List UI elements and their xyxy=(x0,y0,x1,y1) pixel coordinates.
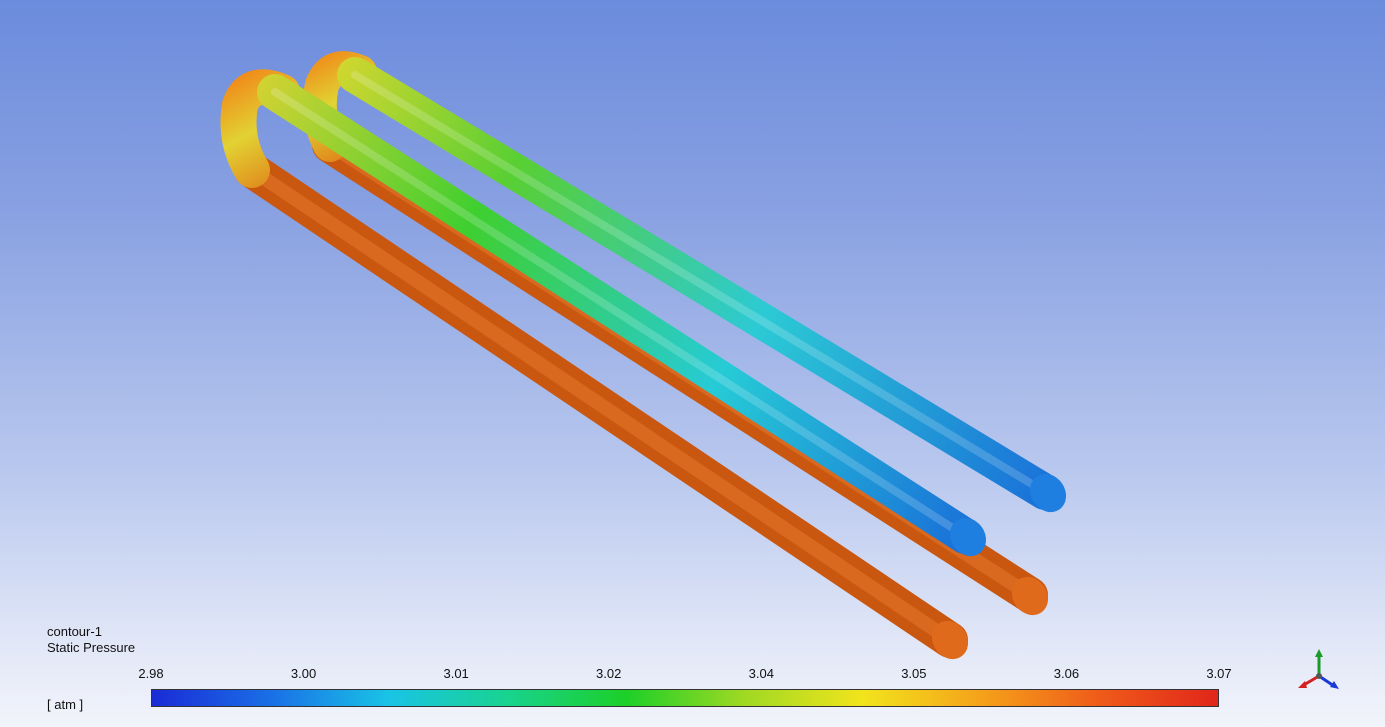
colorbar-tick-label: 3.01 xyxy=(443,666,469,681)
colorbar-tick-label: 3.06 xyxy=(1053,666,1080,681)
front-lower-pipe-end xyxy=(931,620,969,660)
colorbar-tick-label: 2.98 xyxy=(138,666,164,681)
legend-variable: Static Pressure xyxy=(47,640,136,655)
legend-units: [ atm ] xyxy=(47,697,84,712)
back-lower-pipe-end xyxy=(1011,576,1049,616)
colorbar-tick-label: 3.02 xyxy=(596,666,622,681)
colorbar-tick-label: 3.05 xyxy=(901,666,927,681)
front-upper-pipe-end xyxy=(949,517,987,557)
colorbar-tick-label: 3.04 xyxy=(748,666,774,681)
colorbar-tick-label: 3.00 xyxy=(290,666,317,681)
front-upper-pipe xyxy=(257,74,983,554)
axis-triad-icon[interactable] xyxy=(1292,648,1344,696)
back-upper-pipe xyxy=(337,57,1063,510)
legend-title: contour-1 xyxy=(47,624,102,639)
back-upper-pipe-end xyxy=(1029,473,1067,513)
colorbar-tick-label: 3.07 xyxy=(1206,666,1232,681)
colorbar xyxy=(151,689,1219,707)
